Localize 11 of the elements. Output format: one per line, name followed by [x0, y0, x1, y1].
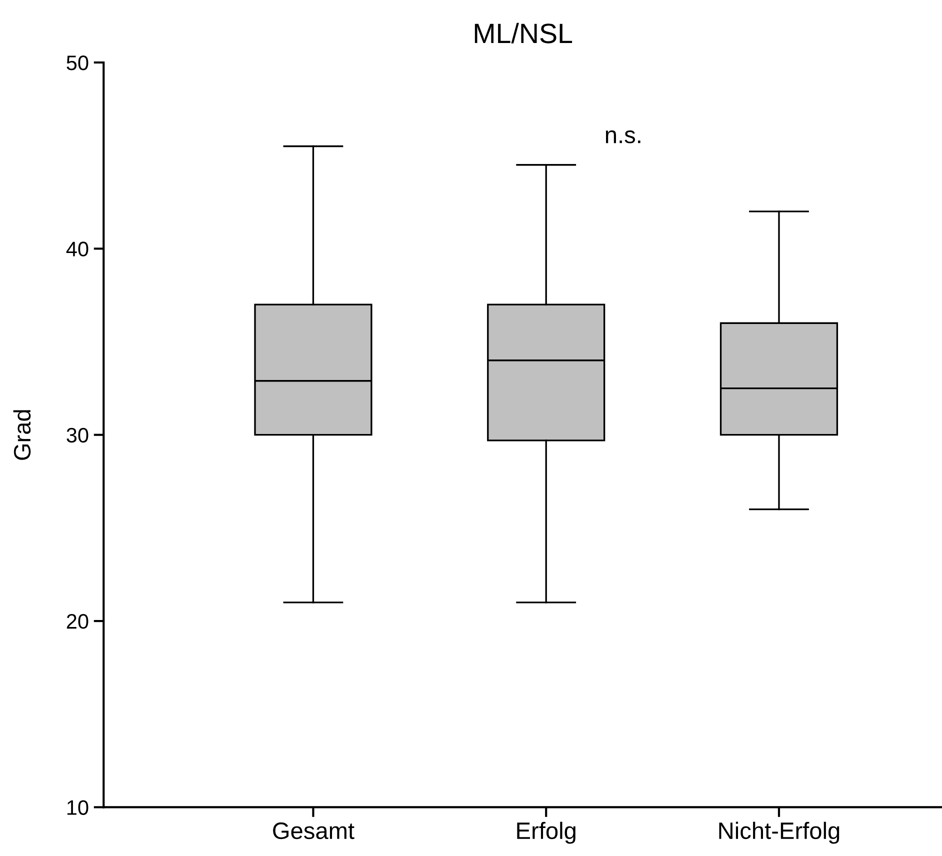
y-tick-label: 40: [66, 242, 88, 256]
y-tick-label: 50: [66, 55, 88, 70]
x-tick-label: Nicht-Erfolg: [719, 822, 840, 844]
x-tick-label: Gesamt: [273, 822, 354, 840]
x-tick-label: Erfolg: [517, 822, 576, 844]
y-axis-title: Grad: [13, 410, 31, 460]
y-tick-label: 20: [66, 614, 88, 629]
chart-title: ML/NSL: [474, 22, 572, 44]
annotation: n.s.: [606, 130, 640, 144]
y-tick-label: 30: [66, 428, 88, 443]
y-tick-label: 10: [67, 800, 88, 815]
